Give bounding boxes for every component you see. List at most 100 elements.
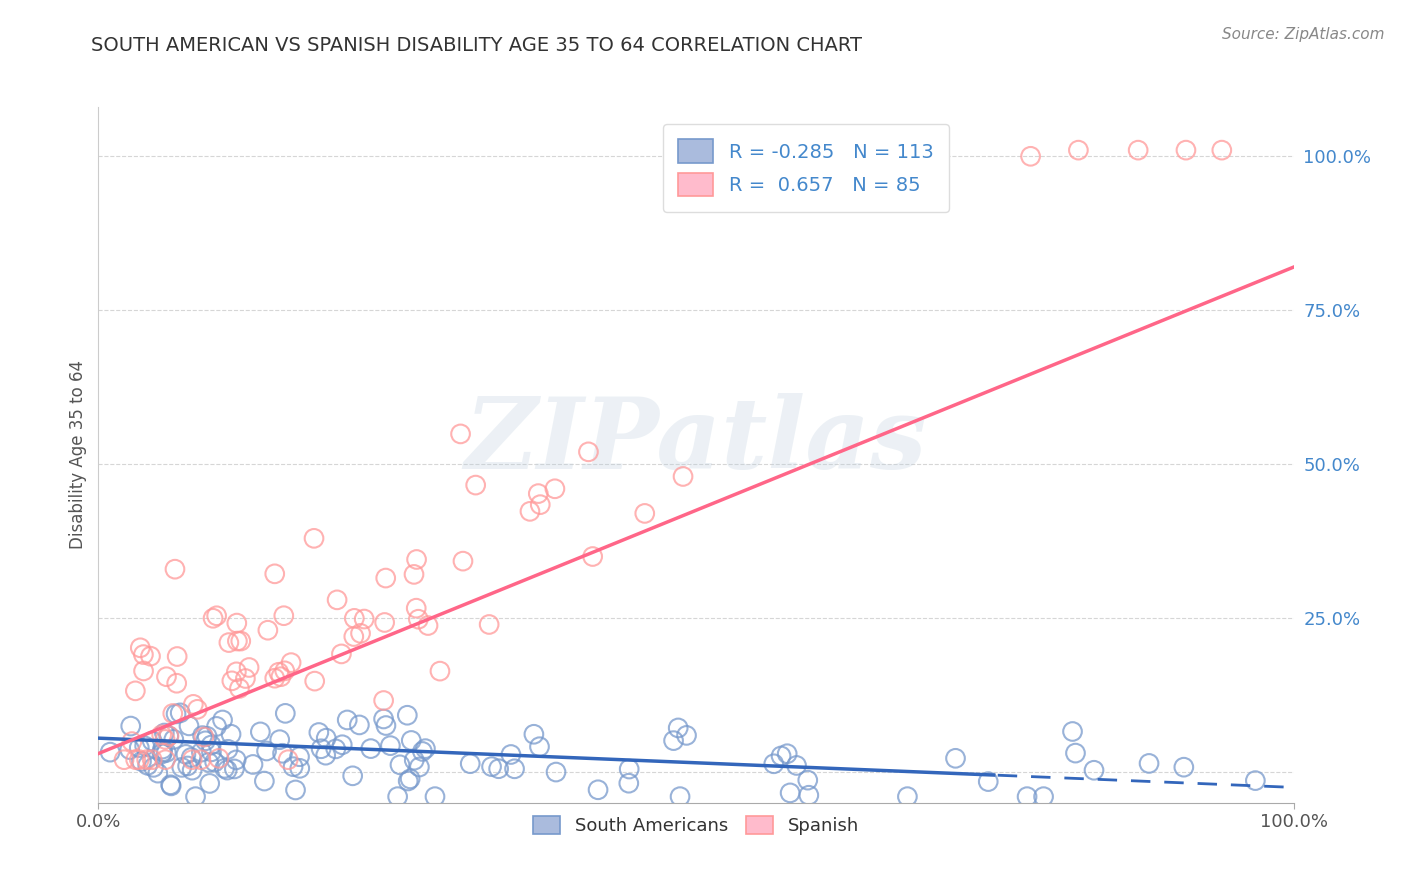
Point — [544, 482, 567, 496]
Point — [280, 656, 302, 670]
Point — [481, 759, 503, 773]
Point — [208, 751, 231, 765]
Point — [157, 729, 180, 743]
Point — [112, 753, 135, 767]
Point — [499, 747, 522, 762]
Point — [399, 772, 422, 786]
Point — [281, 759, 304, 773]
Point — [211, 713, 233, 727]
Point — [152, 745, 174, 759]
Point — [325, 742, 347, 756]
Point — [1067, 143, 1090, 157]
Point — [124, 684, 146, 698]
Point — [786, 758, 808, 772]
Point — [797, 789, 820, 803]
Point — [202, 611, 225, 625]
Point — [242, 757, 264, 772]
Point — [617, 776, 640, 790]
Point — [309, 741, 332, 756]
Point — [408, 760, 430, 774]
Point — [163, 732, 186, 747]
Point — [1173, 760, 1195, 774]
Point — [121, 734, 143, 748]
Point — [218, 635, 240, 649]
Point — [315, 748, 337, 763]
Point — [134, 739, 156, 753]
Point — [225, 753, 247, 767]
Point — [284, 783, 307, 797]
Point — [402, 567, 425, 582]
Point — [219, 727, 242, 741]
Point — [256, 744, 278, 758]
Point — [177, 719, 200, 733]
Point — [343, 630, 366, 644]
Point — [411, 744, 433, 758]
Point — [1032, 789, 1054, 804]
Point — [330, 647, 353, 661]
Point — [263, 671, 285, 685]
Point — [186, 702, 208, 716]
Point — [170, 760, 193, 774]
Point — [228, 681, 250, 696]
Point — [142, 760, 165, 774]
Point — [128, 753, 150, 767]
Point — [330, 738, 353, 752]
Point — [263, 566, 285, 581]
Point — [1019, 149, 1042, 163]
Point — [423, 789, 446, 804]
Point — [380, 739, 402, 753]
Point — [200, 738, 222, 752]
Point — [166, 676, 188, 690]
Point — [797, 773, 820, 788]
Point — [373, 712, 395, 726]
Point — [374, 718, 396, 732]
Point — [1211, 143, 1233, 157]
Point — [270, 670, 292, 684]
Point — [225, 616, 247, 631]
Point — [198, 776, 221, 790]
Point — [181, 763, 204, 777]
Point — [162, 706, 184, 721]
Point — [582, 549, 605, 564]
Point — [166, 649, 188, 664]
Point — [249, 724, 271, 739]
Point — [977, 774, 1000, 789]
Point — [131, 755, 153, 769]
Point — [896, 789, 918, 804]
Point — [150, 728, 173, 742]
Point — [194, 734, 217, 748]
Point — [205, 719, 228, 733]
Point — [257, 624, 280, 638]
Point — [135, 753, 157, 767]
Point — [401, 733, 423, 747]
Point — [1062, 724, 1084, 739]
Point — [267, 665, 290, 680]
Point — [253, 774, 276, 789]
Point — [374, 571, 396, 585]
Point — [523, 727, 546, 741]
Point — [1137, 756, 1160, 771]
Point — [1175, 143, 1198, 157]
Text: SOUTH AMERICAN VS SPANISH DISABILITY AGE 35 TO 64 CORRELATION CHART: SOUTH AMERICAN VS SPANISH DISABILITY AGE… — [91, 36, 862, 54]
Point — [529, 739, 551, 754]
Point — [396, 708, 419, 723]
Point — [155, 670, 177, 684]
Point — [302, 532, 325, 546]
Point — [190, 745, 212, 759]
Point — [132, 648, 155, 662]
Point — [762, 756, 785, 771]
Point — [672, 469, 695, 483]
Point — [159, 778, 181, 792]
Point — [404, 753, 426, 767]
Point — [374, 615, 396, 630]
Point — [405, 552, 427, 566]
Point — [274, 664, 297, 678]
Point — [200, 745, 222, 759]
Point — [1064, 746, 1087, 760]
Point — [360, 741, 382, 756]
Point — [139, 649, 162, 664]
Point — [193, 730, 215, 744]
Point — [141, 734, 163, 748]
Point — [174, 747, 197, 762]
Point — [675, 728, 697, 742]
